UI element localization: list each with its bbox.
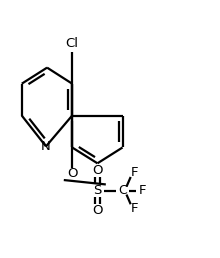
Text: O: O xyxy=(92,204,103,217)
Text: C: C xyxy=(118,184,127,197)
Text: Cl: Cl xyxy=(66,37,79,50)
Text: O: O xyxy=(92,164,103,177)
Text: F: F xyxy=(131,202,138,215)
Text: N: N xyxy=(41,140,51,153)
Text: F: F xyxy=(131,166,138,180)
Text: O: O xyxy=(67,167,77,180)
Text: S: S xyxy=(93,184,102,197)
Text: F: F xyxy=(139,184,146,197)
